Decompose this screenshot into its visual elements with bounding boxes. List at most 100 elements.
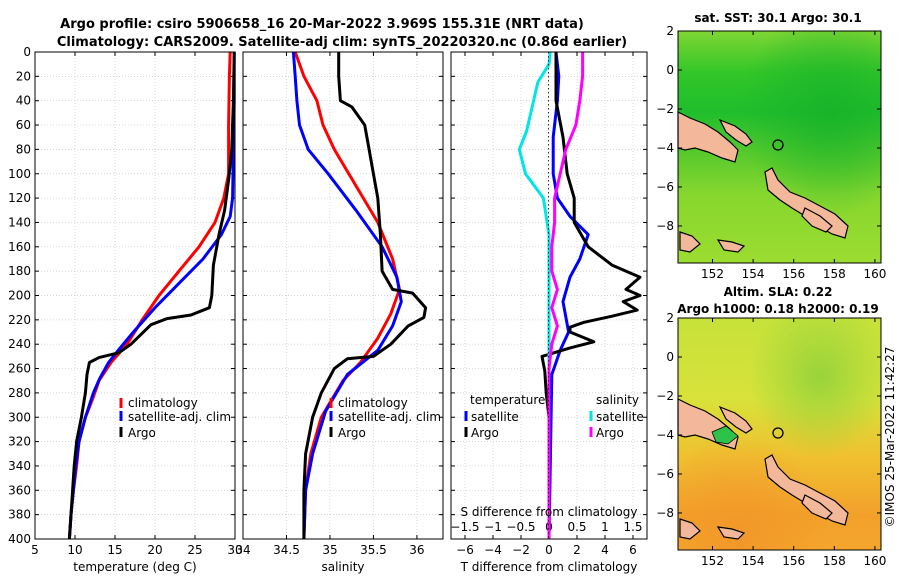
legend-label-t-satellite: satellite: [471, 410, 519, 424]
sla-map: Altim. SLA: 0.22 Argo h1000: 0.18 h2000:…: [656, 285, 886, 568]
sla-map-ticks: 152 154 156 158 160 2 0 −2 −4 −6 −8: [656, 311, 886, 568]
x-tick-label: 5: [31, 543, 39, 557]
x-tick-label: 35: [322, 543, 337, 557]
temperature-ticks: 0 20 40 60 80 100 120 140 160 180 200 220 240 260 280 3…: [8, 45, 243, 557]
map-y-tick-label: −8: [656, 219, 674, 233]
legend-label-s-argo: Argo: [596, 426, 624, 440]
map-y-tick-label: −6: [656, 180, 674, 194]
series-line-satellite-adj-clim: [67, 52, 236, 540]
map-y-tick-label: 0: [666, 350, 674, 364]
island-s: [716, 526, 746, 540]
map-x-tick-label: 160: [863, 554, 886, 568]
series-line-s-satellite: [517, 51, 552, 539]
map-y-tick-label: 2: [666, 24, 674, 38]
map-x-tick-label: 158: [823, 267, 846, 281]
y-tick-label: 380: [8, 508, 31, 522]
figure-title-line2: Climatology: CARS2009. Satellite-adj cli…: [57, 35, 627, 50]
sla-map-title-line1: Altim. SLA: 0.22: [724, 285, 833, 299]
new-britain-landmass: [764, 167, 849, 239]
map-x-tick-label: 154: [742, 554, 765, 568]
legend-label-satellite: satellite-adj. clim: [128, 410, 231, 424]
y-tick-label: 140: [8, 215, 31, 229]
difference-ticks: −6 −4 −2 0 2 4 6−1.5 −1 −0.5 0 0.5 1 1.5: [450, 51, 647, 557]
y-tick-label: 200: [8, 289, 31, 303]
y-tick-label: 280: [8, 386, 31, 400]
new-guinea-landmass: [677, 111, 739, 163]
figure-title-line1: Argo profile: csiro 5906658_16 20-Mar-20…: [60, 17, 584, 32]
sst-land: [677, 111, 849, 253]
map-y-tick-label: −4: [656, 141, 674, 155]
x-tick-label: 36: [409, 543, 424, 557]
x-top-tick-label: 1: [601, 520, 609, 534]
legend-label-s-satellite: satellite: [596, 410, 644, 424]
temperature-frame: [34, 51, 236, 540]
x-tick-label: 6: [629, 543, 637, 557]
map-x-tick-label: 152: [701, 267, 724, 281]
difference-panel: −6 −4 −2 0 2 4 6−1.5 −1 −0.5 0 0.5 1 1.5 T differenc…: [450, 51, 648, 574]
y-tick-label: 320: [8, 435, 31, 449]
map-y-tick-label: −2: [656, 102, 674, 116]
legend-label-climatology: climatology: [338, 396, 408, 410]
difference-legend: temperature salinity satellite Argo sate…: [464, 393, 644, 440]
salinity-xlabel: salinity: [321, 560, 364, 574]
argo-position-marker: [772, 139, 784, 151]
y-tick-label: 260: [8, 362, 31, 376]
y-tick-label: 100: [8, 167, 31, 181]
legend-label-climatology: climatology: [128, 396, 198, 410]
salinity-legend: climatology satellite-adj. clim Argo: [329, 396, 441, 440]
map-y-tick-label: −4: [656, 428, 674, 442]
map-y-tick-label: −6: [656, 467, 674, 481]
series-line-satellite-adj-clim: [291, 51, 403, 540]
legend-heading-salinity: salinity: [596, 393, 639, 407]
y-tick-label: 0: [23, 45, 31, 59]
x-tick-label: 4: [601, 543, 609, 557]
x-tick-label: 20: [147, 543, 162, 557]
salinity-lines: [291, 51, 428, 540]
bougainville-landmass: [801, 494, 833, 520]
salinity-panel: 34 34.5 35 35.5 36 salinity climatology sate…: [235, 51, 444, 574]
x-top-tick-label: −1: [484, 520, 502, 534]
sst-map-frame: [677, 30, 882, 264]
x-tick-label: 34: [235, 543, 250, 557]
temperature-panel: 0 20 40 60 80 100 120 140 160 180 200 220 240 260 280 3…: [8, 45, 243, 574]
map-y-tick-label: 2: [666, 311, 674, 325]
new-ireland-landmass: [718, 118, 753, 147]
y-tick-label: 240: [8, 337, 31, 351]
new-ireland-landmass: [718, 405, 753, 434]
y-tick-label: 40: [16, 94, 31, 108]
difference-xlabel: T difference from climatology: [460, 560, 638, 574]
sst-map-ticks: 152 154 156 158 160 2 0 −2 −4 −6 −8: [656, 24, 886, 281]
legend-label-argo: Argo: [128, 426, 156, 440]
temperature-lines: [67, 51, 236, 540]
island-sw: [679, 231, 701, 253]
map-x-tick-label: 152: [701, 554, 724, 568]
legend-heading-temperature: temperature: [470, 393, 545, 407]
x-top-tick-label: −0.5: [506, 520, 535, 534]
map-x-tick-label: 158: [823, 554, 846, 568]
island-s: [716, 239, 746, 253]
y-tick-label: 340: [8, 459, 31, 473]
x-tick-label: 15: [107, 543, 122, 557]
x-tick-label: 0: [545, 543, 553, 557]
y-tick-label: 180: [8, 264, 31, 278]
map-y-tick-label: 0: [666, 63, 674, 77]
sla-green-patch: [711, 425, 739, 445]
difference-lines: [517, 51, 642, 540]
salinity-frame: [242, 51, 444, 540]
y-tick-label: 80: [16, 142, 31, 156]
copyright-text: ©IMOS 25-Mar-2022 11:42:27: [883, 347, 897, 528]
salinity-ticks: 34 34.5 35 35.5 36: [235, 51, 443, 557]
y-tick-label: 20: [16, 69, 31, 83]
temperature-xlabel: temperature (deg C): [73, 560, 196, 574]
y-tick-label: 400: [8, 532, 31, 546]
x-tick-label: −6: [456, 543, 474, 557]
difference-frame: [450, 51, 648, 540]
y-tick-label: 120: [8, 191, 31, 205]
x-tick-label: 30: [227, 543, 242, 557]
y-tick-label: 60: [16, 118, 31, 132]
x-top-tick-label: 0.5: [567, 520, 586, 534]
map-y-tick-label: −2: [656, 389, 674, 403]
island-sw: [679, 518, 701, 540]
y-tick-label: 160: [8, 240, 31, 254]
series-line-s-argo: [547, 52, 585, 539]
